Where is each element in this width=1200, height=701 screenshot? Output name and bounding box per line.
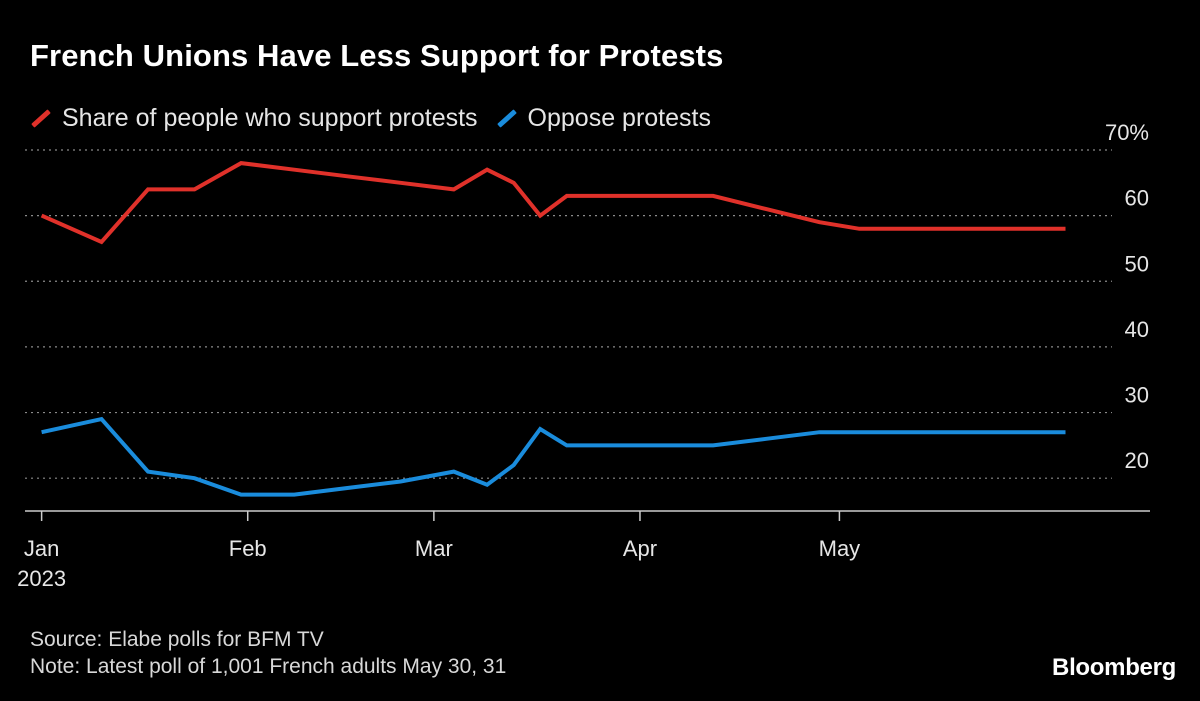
legend-label-oppose: Oppose protests [527, 104, 711, 132]
y-tick-label-70: 70% [1105, 120, 1149, 145]
y-tick-label-30: 30 [1125, 383, 1149, 408]
y-tick-label-40: 40 [1125, 317, 1149, 342]
source-note: Source: Elabe polls for BFM TV [30, 628, 324, 651]
series-line-support [40, 161, 1066, 245]
x-tick-sublabel-year: 2023 [17, 566, 66, 591]
bloomberg-logo: Bloomberg [1052, 654, 1176, 681]
chart-legend: Share of people who support protests Opp… [30, 104, 729, 133]
x-tick-label-may: May [819, 536, 861, 561]
y-tick-label-50: 50 [1125, 251, 1149, 276]
x-tick-label-jan: Jan [24, 536, 59, 561]
series-line-oppose [41, 416, 1066, 497]
poll-note: Note: Latest poll of 1,001 French adults… [30, 655, 507, 678]
x-tick-label-apr: Apr [623, 536, 657, 561]
x-tick-label-mar: Mar [415, 536, 453, 561]
legend-item-oppose: Oppose protests [496, 104, 711, 133]
y-tick-label-20: 20 [1125, 448, 1149, 473]
x-tick-label-feb: Feb [229, 536, 267, 561]
chart-title: French Unions Have Less Support for Prot… [30, 38, 724, 73]
chart-footer: Source: Elabe polls for BFM TV Note: Lat… [30, 626, 506, 680]
legend-label-support: Share of people who support protests [62, 104, 478, 132]
y-tick-label-60: 60 [1125, 186, 1149, 211]
legend-item-support: Share of people who support protests [30, 104, 478, 133]
